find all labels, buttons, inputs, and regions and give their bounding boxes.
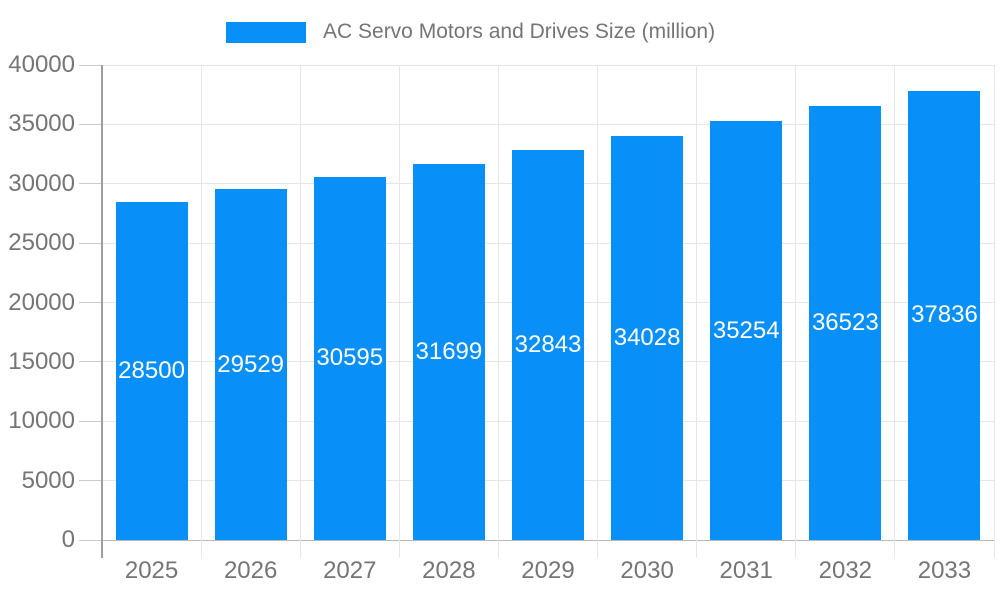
y-axis-label: 25000 <box>8 229 75 257</box>
legend: AC Servo Motors and Drives Size (million… <box>226 20 715 44</box>
bar-value-label: 35254 <box>712 316 780 344</box>
y-axis-line <box>101 65 103 558</box>
x-gridline <box>597 65 599 558</box>
bar: 35254 <box>710 121 783 540</box>
bar-value-label: 36523 <box>811 309 879 337</box>
y-axis-label: 20000 <box>8 288 75 316</box>
bar-value-label: 32843 <box>514 330 582 358</box>
bar: 32843 <box>512 149 584 540</box>
y-axis-label: 35000 <box>8 110 75 138</box>
y-axis-label: 5000 <box>21 466 75 494</box>
y-gridline <box>102 123 994 125</box>
y-axis-tick <box>79 242 102 244</box>
y-gridline <box>102 539 994 541</box>
x-axis-label: 2032 <box>818 557 873 584</box>
legend-label: AC Servo Motors and Drives Size (million… <box>323 20 716 43</box>
y-axis-label: 10000 <box>8 407 75 435</box>
bar-value-label: 29529 <box>217 350 285 378</box>
x-gridline <box>398 65 400 558</box>
x-gridline <box>795 65 797 558</box>
bar-value-label: 34028 <box>613 323 681 351</box>
x-axis-label: 2033 <box>917 557 972 584</box>
y-axis-tick <box>79 64 102 66</box>
bar: 30595 <box>313 176 386 540</box>
bar: 36523 <box>809 106 882 540</box>
x-axis-label: 2031 <box>719 557 773 584</box>
bar: 28500 <box>115 201 188 540</box>
y-axis-label: 15000 <box>8 347 75 375</box>
y-axis-label: 40000 <box>8 51 75 78</box>
x-gridline <box>497 65 499 558</box>
y-axis-label: 0 <box>61 526 75 553</box>
x-axis-label: 2029 <box>521 557 575 584</box>
bar: 37836 <box>908 90 981 540</box>
legend-swatch <box>226 21 306 43</box>
y-axis-tick <box>79 183 102 185</box>
y-axis-tick <box>79 361 102 363</box>
y-axis-tick <box>79 420 102 422</box>
bar: 31699 <box>412 163 485 540</box>
x-gridline <box>200 65 202 558</box>
bar: 29529 <box>214 189 287 540</box>
y-axis-tick <box>79 302 102 303</box>
x-gridline <box>696 65 698 558</box>
x-axis-label: 2027 <box>323 557 377 584</box>
x-gridline <box>993 65 995 558</box>
x-gridline <box>299 65 301 558</box>
bar-value-label: 37836 <box>911 301 978 329</box>
x-gridline <box>894 65 896 558</box>
y-axis-tick <box>79 123 102 125</box>
bar-value-label: 28500 <box>118 356 185 384</box>
y-gridline <box>102 64 994 66</box>
x-axis-label: 2025 <box>124 557 179 584</box>
bar-value-label: 30595 <box>316 344 384 372</box>
bar: 34028 <box>611 135 684 540</box>
x-axis-label: 2028 <box>422 557 476 584</box>
bar-value-label: 31699 <box>415 337 483 365</box>
y-axis-label: 30000 <box>8 169 75 197</box>
x-axis-label: 2026 <box>223 557 278 584</box>
y-axis-tick <box>79 539 102 541</box>
x-axis-label: 2030 <box>620 557 674 584</box>
y-axis-tick <box>79 480 102 482</box>
